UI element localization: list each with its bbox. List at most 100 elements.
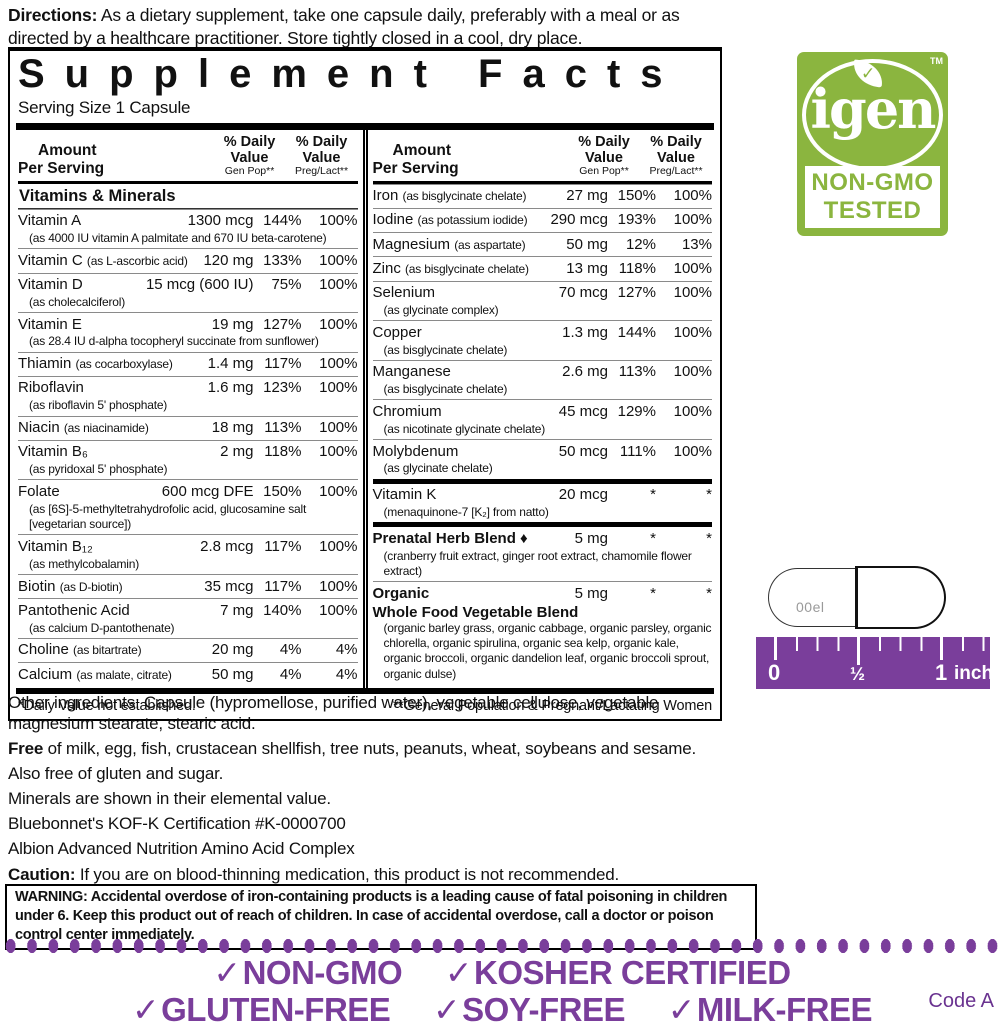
nutrient-amount: 20 mg [211, 641, 254, 659]
nutrient-note: (as 4000 IU vitamin A palmitate and 670 … [29, 230, 327, 245]
row-main: Vitamin A 1300 mcg 144% 100% [18, 212, 358, 231]
info-paragraph: Free of milk, egg, fish, crustacean shel… [8, 738, 702, 759]
nutrient-form: (as niacinamide) [63, 421, 149, 436]
dv-preglact-value: 100% [673, 402, 712, 420]
nutrient-note: (as cholecalciferol) [29, 294, 126, 309]
nutrient-label: Vitamin B₆ [18, 443, 88, 461]
row-main: Iodine (as potassium iodide) 290 mcg 193… [373, 211, 713, 230]
dv-genpop-value: 123% [263, 379, 302, 397]
row-main: Selenium 70 mcg 127% 100% [373, 284, 713, 303]
nutrient-label: Biotin [18, 577, 56, 595]
nutrient-name: Organic [373, 585, 571, 604]
nutrient-form: (as L-ascorbic acid) [86, 253, 188, 268]
row-main: Vitamin K 20 mcg * * [373, 486, 713, 505]
nutrient-form: (as D-biotin) [59, 579, 123, 594]
nutrient-amount: 2.6 mg [562, 363, 608, 381]
paragraph-text: Bluebonnet's KOF-K Certification #K-0000… [8, 814, 346, 834]
nutrient-amount: 7 mg [220, 601, 254, 619]
code-label: Code A [928, 990, 994, 1012]
dv-genpop-value: 118% [618, 259, 656, 277]
ruler-tick-half [857, 637, 860, 665]
dv-preglact-value: 100% [673, 211, 712, 229]
nutrient-amount: 50 mcg [558, 442, 608, 460]
claim-text: SOY-FREE [462, 991, 626, 1024]
table-row: Vitamin E 19 mg 127% 100% (as 28.4 IU d-… [18, 312, 358, 352]
row-main: Niacin (as niacinamide) 18 mg 113% 100% [18, 419, 358, 438]
table-row: Vitamin A 1300 mcg 144% 100% (as 4000 IU… [18, 208, 358, 249]
header-value: Value [657, 149, 695, 166]
paragraph-text: If you are on blood-thinning medication,… [75, 864, 620, 884]
nutrient-note: (as bisglycinate chelate) [383, 342, 508, 357]
warning-text: Accidental overdose of iron-containing p… [15, 889, 728, 943]
dv-preglact-value: 100% [319, 355, 358, 373]
nutrient-label: Vitamin C [18, 251, 83, 269]
header-preglact: Preg/Lact** [294, 165, 349, 178]
inch-ruler: 0 ½ 1 inch [756, 637, 993, 689]
nutrient-label: Niacin [18, 419, 60, 437]
dv-preglact-value: 100% [319, 379, 358, 397]
dv-genpop-value: * [650, 486, 656, 504]
nutrient-amount: 15 mcg (600 IU) [145, 276, 254, 293]
table-row: Molybdenum 50 mcg 111% 100% (as glycinat… [372, 439, 712, 479]
nutrient-form: (as bitartrate) [73, 643, 142, 658]
row-main: Thiamin (as cocarboxylase) 1.4 mg 117% 1… [18, 355, 358, 374]
table-row: Vitamin K 20 mcg * * (menaquinone-7 [K₂]… [372, 478, 713, 523]
nutrient-form: (as bisglycinate chelate) [405, 261, 529, 276]
nutrient-note: (as methylcobalamin) [29, 556, 140, 571]
nutrient-label: Molybdenum [372, 442, 459, 460]
nutrient-note: (as glycinate chelate) [383, 461, 493, 476]
dv-preglact-value: 100% [319, 315, 358, 333]
claim-badge: ✓SOY-FREE [432, 991, 626, 1024]
header-per-serving: Per Serving [18, 159, 105, 177]
paragraph-text: Minerals are shown in their elemental va… [8, 789, 331, 809]
ruler-label-one: 1 [935, 660, 948, 685]
igen-non-gmo-logo: igen ✓ TM NON-GMO TESTED [797, 52, 948, 236]
facts-columns: Amount Per Serving % Daily Value Gen Pop** … [16, 123, 714, 695]
dv-genpop-value: 117% [264, 537, 302, 555]
dv-genpop-header: % Daily Value Gen Pop** [214, 134, 286, 178]
nutrient-label: Calcium [18, 665, 73, 683]
dv-preglact-value: 100% [319, 482, 358, 500]
paragraph-text: Also free of gluten and sugar. [8, 764, 224, 784]
dv-preglact-value: 4% [335, 665, 358, 683]
header-genpop: Gen Pop** [224, 165, 275, 178]
paragraph-text: Albion Advanced Nutrition Amino Acid Com… [8, 839, 355, 859]
table-row: Zinc (as bisglycinate chelate) 13 mg 118… [372, 256, 712, 280]
dv-preglact-value: 100% [673, 442, 712, 460]
header-amount: Amount [38, 142, 97, 160]
nutrient-label: Vitamin E [18, 315, 82, 333]
dv-genpop-value: 12% [625, 235, 656, 253]
row-main: Iron (as bisglycinate chelate) 27 mg 150… [373, 187, 713, 206]
supplement-facts-panel: Supplement Facts Serving Size 1 Capsule … [8, 47, 722, 722]
nutrient-name: Zinc (as bisglycinate chelate) [373, 260, 563, 279]
dv-genpop-value: 144% [617, 323, 656, 341]
nutrient-form: (as malate, citrate) [76, 667, 172, 682]
claim-badge: ✓KOSHER CERTIFIED [445, 954, 791, 991]
ruler-tick-zero [774, 637, 777, 660]
nutrient-amount: 27 mg [566, 187, 608, 205]
table-row: Vitamin D 15 mcg (600 IU) 75% 100% (as c… [18, 272, 358, 313]
info-paragraph: Caution: If you are on blood-thinning me… [8, 864, 702, 885]
nutrient-amount: 5 mg [574, 529, 608, 547]
paragraph-text: Other ingredients: Capsule (hypromellose… [8, 693, 659, 734]
ruler-label-half: ½ [850, 664, 866, 684]
paragraph-lead: Caution: [8, 864, 76, 884]
claim-text: NON-GMO [242, 954, 403, 991]
dv-genpop-value: 113% [264, 419, 302, 437]
dv-preglact-value: * [706, 486, 712, 504]
check-icon: ✓ [432, 991, 461, 1024]
table-row: Pantothenic Acid 7 mg 140% 100% (as calc… [18, 598, 358, 638]
nutrient-amount: 50 mg [211, 665, 254, 683]
nutrient-note: (as bisglycinate chelate) [383, 382, 508, 397]
ruler-label-zero: 0 [768, 660, 781, 685]
info-paragraph: Albion Advanced Nutrition Amino Acid Com… [8, 838, 702, 859]
nutrient-amount: 20 mcg [558, 486, 608, 504]
row-main: Choline (as bitartrate) 20 mg 4% 4% [18, 641, 358, 660]
footnote-populations: **General Population & Pregnant/Lactatin… [392, 698, 712, 715]
table-row: Chromium 45 mcg 129% 100% (as nicotinate… [372, 399, 712, 439]
nutrient-name: Vitamin E [18, 316, 208, 335]
nutrient-name: Pantothenic Acid [18, 602, 216, 621]
nutrient-note: (as glycinate complex) [383, 302, 499, 317]
nutrient-amount: 70 mcg [558, 284, 608, 302]
table-row: Iron (as bisglycinate chelate) 27 mg 150… [372, 183, 713, 208]
